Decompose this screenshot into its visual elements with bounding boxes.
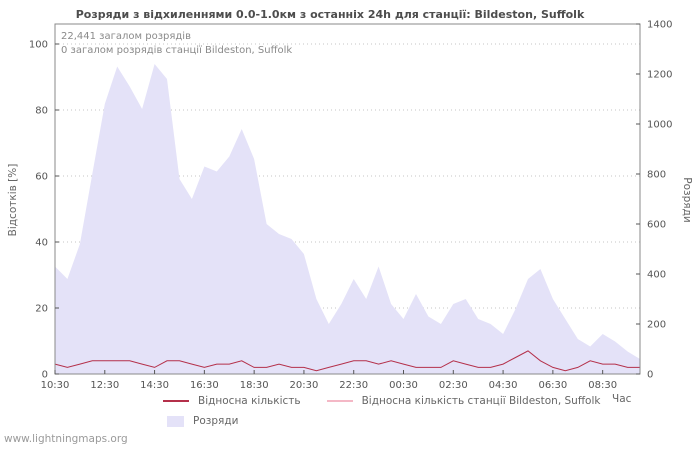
legend-row-lines: Відносна кількість Відносна кількість ст… (163, 391, 626, 411)
legend-entry-strokes: Розряди (163, 415, 238, 427)
svg-text:0: 0 (42, 370, 48, 381)
annotation-total-strokes: 22,441 загалом розрядів (61, 31, 191, 42)
svg-text:22:30: 22:30 (339, 380, 368, 391)
svg-text:00:30: 00:30 (389, 380, 418, 391)
svg-text:02:30: 02:30 (439, 380, 468, 391)
svg-text:400: 400 (647, 270, 666, 281)
legend: Відносна кількість Відносна кількість ст… (163, 391, 626, 431)
svg-text:14:30: 14:30 (140, 380, 169, 391)
svg-text:80: 80 (35, 106, 48, 117)
svg-text:1000: 1000 (647, 120, 672, 131)
svg-text:800: 800 (647, 170, 666, 181)
svg-text:40: 40 (35, 238, 48, 249)
legend-swatch-strokes-area (167, 415, 184, 427)
svg-text:20:30: 20:30 (290, 380, 319, 391)
legend-entry-station-relative: Відносна кількість станції Bildeston, Su… (326, 395, 601, 407)
svg-text:04:30: 04:30 (489, 380, 518, 391)
svg-text:1200: 1200 (647, 70, 672, 81)
svg-text:20: 20 (35, 304, 48, 315)
legend-label-relative: Відносна кількість (198, 395, 301, 407)
legend-label-station-relative: Відносна кількість станції Bildeston, Su… (361, 395, 601, 407)
svg-text:06:30: 06:30 (538, 380, 567, 391)
svg-text:18:30: 18:30 (240, 380, 269, 391)
legend-entry-relative: Відносна кількість (163, 395, 301, 407)
svg-text:60: 60 (35, 172, 48, 183)
legend-row-area: Розряди (163, 411, 626, 431)
legend-swatch-station-line (326, 400, 353, 402)
annotation-station-strokes: 0 загалом розрядів станції Bildeston, Su… (61, 45, 293, 56)
chart-title: Розряди з відхиленнями 0.0-1.0км з остан… (75, 8, 585, 21)
svg-text:0: 0 (647, 370, 653, 381)
svg-text:100: 100 (29, 40, 48, 51)
svg-text:10:30: 10:30 (41, 380, 70, 391)
svg-text:1400: 1400 (647, 20, 672, 31)
legend-swatch-relative-line (163, 400, 189, 402)
x-axis-label: Час (612, 393, 632, 405)
svg-text:12:30: 12:30 (90, 380, 119, 391)
svg-text:16:30: 16:30 (190, 380, 219, 391)
svg-text:08:30: 08:30 (588, 380, 617, 391)
svg-text:600: 600 (647, 220, 666, 231)
svg-text:200: 200 (647, 320, 666, 331)
watermark-link[interactable]: www.lightningmaps.org (4, 433, 128, 445)
legend-label-strokes: Розряди (193, 415, 239, 427)
